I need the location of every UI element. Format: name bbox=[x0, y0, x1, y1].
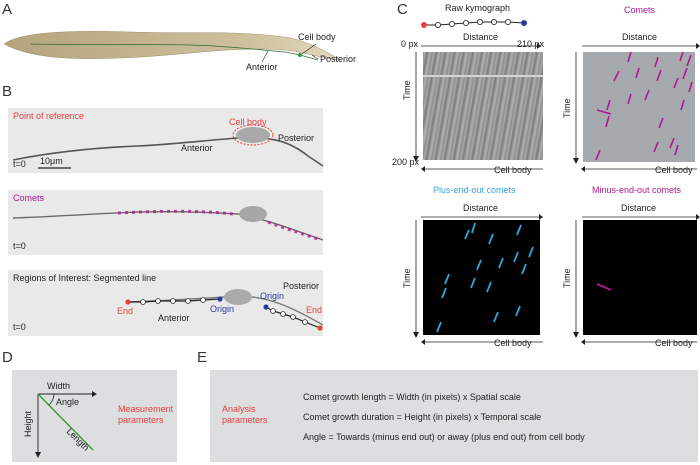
plus-kymograph-image bbox=[423, 220, 540, 335]
c-raw-distance: Distance bbox=[463, 32, 499, 42]
origin-point-left bbox=[217, 296, 223, 302]
c-minus-distance-arrow bbox=[582, 214, 700, 220]
d-caption-line2: parameters bbox=[118, 415, 164, 425]
d-angle: Angle bbox=[56, 397, 80, 407]
c-raw-time: Time bbox=[402, 80, 412, 100]
cell-body-outline bbox=[232, 124, 274, 146]
minus-kymograph-image bbox=[583, 220, 697, 335]
e-caption-line1: Analysis bbox=[222, 404, 256, 414]
b-row2-title: Comets bbox=[13, 193, 45, 203]
c-comets-cell-body: Cell body bbox=[655, 165, 693, 175]
origin-point-right bbox=[263, 304, 269, 310]
c-comets-cellbody-arrow bbox=[581, 166, 697, 172]
measurement-diagram bbox=[35, 391, 97, 458]
c-comets-distance-arrow bbox=[582, 43, 700, 49]
c-comets-time: Time bbox=[562, 98, 572, 118]
c-minus-time-arrow bbox=[573, 220, 579, 338]
b-row3-t0: t=0 bbox=[13, 322, 26, 332]
c-raw-time-arrow bbox=[413, 52, 419, 162]
b-row3-anterior: Anterior bbox=[158, 313, 190, 323]
c-plus-distance-arrow bbox=[421, 214, 543, 220]
b-row3-posterior: Posterior bbox=[283, 281, 320, 291]
anterior-pointer bbox=[261, 50, 269, 63]
micrograph-roi bbox=[8, 270, 323, 336]
panel-letter-c: C bbox=[397, 1, 408, 18]
c-raw-cell-body: Cell body bbox=[494, 165, 532, 175]
c-plus-cellbody-arrow bbox=[421, 339, 543, 345]
c-raw-px-time: 200 px bbox=[392, 157, 420, 167]
comets-kymograph-marks bbox=[595, 51, 693, 161]
b-row1-cell-body: Cell body bbox=[229, 117, 267, 127]
cell-body-pointer bbox=[301, 43, 317, 55]
c-plus-distance: Distance bbox=[463, 203, 499, 213]
e-line1: Comet growth length = Width (in pixels) … bbox=[303, 392, 521, 402]
e-line2: Comet growth duration = Height (in pixel… bbox=[303, 412, 542, 422]
plus-kymograph-marks bbox=[436, 222, 534, 333]
b-scale-label: 10μm bbox=[40, 156, 63, 166]
d-width: Width bbox=[47, 381, 71, 391]
a-posterior-label: Posterior bbox=[320, 54, 357, 64]
worm-body bbox=[3, 31, 341, 61]
panel-letter-b: B bbox=[2, 83, 13, 100]
e-caption-line2: parameters bbox=[222, 415, 268, 425]
c-plus-title: Plus-end-out comets bbox=[433, 185, 516, 195]
cell-body-shape bbox=[236, 127, 270, 143]
raw-kymograph-band bbox=[423, 75, 543, 77]
c-minus-cellbody-arrow bbox=[581, 339, 697, 345]
b-row1-posterior: Posterior bbox=[278, 133, 315, 143]
end-point-left bbox=[125, 299, 131, 305]
micrograph-reference bbox=[8, 108, 323, 173]
b-row1-t0: t=0 bbox=[13, 159, 26, 169]
b-row1-title: Point of reference bbox=[13, 111, 85, 121]
raw-kymograph-image bbox=[423, 52, 543, 160]
c-comets-distance: Distance bbox=[622, 32, 658, 42]
cell-body-marker bbox=[298, 53, 302, 57]
c-raw-px-start: 0 px bbox=[401, 39, 419, 49]
roi-segmented-line bbox=[125, 289, 324, 331]
a-cell-body-label: Cell body bbox=[298, 32, 336, 42]
c-plus-time-arrow bbox=[413, 220, 419, 338]
c-raw-px-end: 210 px bbox=[517, 39, 545, 49]
c-minus-distance: Distance bbox=[621, 203, 657, 213]
c-plus-time: Time bbox=[402, 268, 412, 288]
raw-kymograph-roi-strip bbox=[421, 19, 527, 28]
end-point-right bbox=[317, 325, 323, 331]
c-raw-title: Raw kymograph bbox=[445, 3, 511, 13]
c-plus-cell-body: Cell body bbox=[494, 338, 532, 348]
b-row3-end-right: End bbox=[306, 305, 323, 315]
worm-illustration bbox=[3, 31, 341, 63]
minus-kymograph-marks bbox=[596, 283, 612, 291]
b-row2-t0: t=0 bbox=[13, 241, 26, 251]
neuron-process-line bbox=[29, 43, 319, 61]
panel-letter-d: D bbox=[2, 349, 13, 366]
posterior-pointer bbox=[311, 54, 319, 60]
panel-letter-e: E bbox=[197, 349, 208, 366]
d-caption-line1: Measurement bbox=[118, 404, 174, 414]
c-raw-cellbody-arrow bbox=[421, 166, 543, 172]
c-comets-time-arrow bbox=[573, 52, 579, 164]
a-anterior-label: Anterior bbox=[246, 62, 278, 72]
c-minus-cell-body: Cell body bbox=[655, 338, 693, 348]
analysis-box bbox=[210, 370, 698, 462]
c-raw-distance-arrow bbox=[421, 43, 541, 49]
b-row1-anterior: Anterior bbox=[181, 143, 213, 153]
e-line3: Angle = Towards (minus end out) or away … bbox=[303, 432, 585, 442]
b-row3-end-left: End bbox=[117, 306, 134, 316]
c-minus-title: Minus-end-out comets bbox=[592, 185, 682, 195]
b-row3-origin-right: Origin bbox=[260, 291, 285, 301]
c-minus-time: Time bbox=[562, 268, 572, 288]
b-row3-origin-left: Origin bbox=[210, 304, 235, 314]
measurement-box bbox=[12, 370, 177, 462]
b-row3-title: Regions of Interest: Segmented line bbox=[13, 273, 157, 283]
neuron-comets-drawing bbox=[12, 206, 324, 242]
d-height: Height bbox=[23, 410, 33, 437]
neuron-reference-drawing bbox=[12, 124, 324, 169]
panel-letter-a: A bbox=[2, 1, 13, 18]
c-comets-title: Comets bbox=[624, 5, 656, 15]
